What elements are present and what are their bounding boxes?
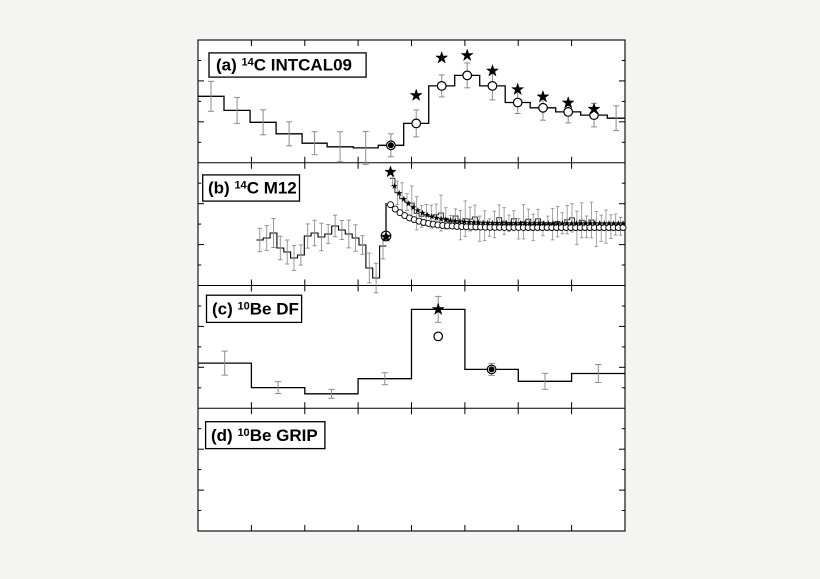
- svg-text:(a) 14C INTCAL09: (a) 14C INTCAL09: [216, 56, 352, 75]
- svg-text:(b) 14C M12: (b) 14C M12: [208, 179, 297, 198]
- svg-text:(d) 10Be GRIP: (d) 10Be GRIP: [211, 426, 318, 445]
- svg-text:(c) 10Be DF: (c) 10Be DF: [212, 300, 299, 319]
